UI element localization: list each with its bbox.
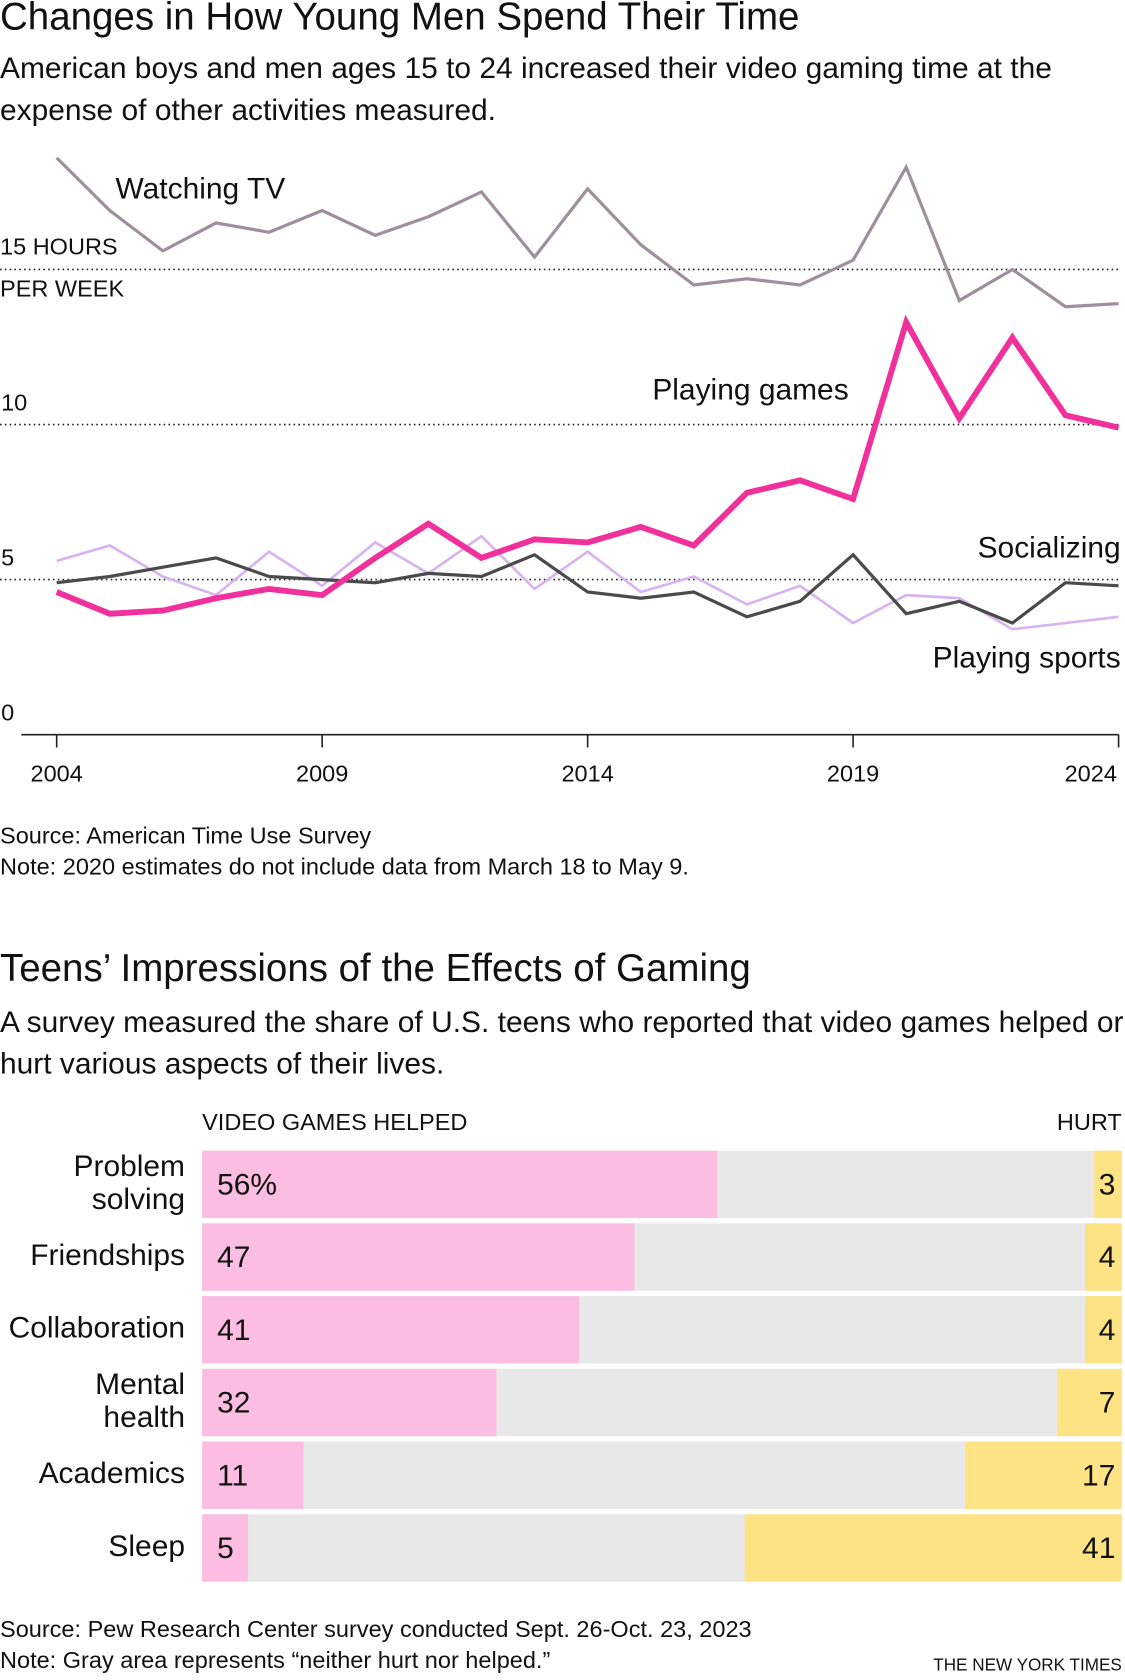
helped-bar bbox=[202, 1441, 304, 1509]
hurt-bar bbox=[965, 1441, 1122, 1509]
value-label: 56% bbox=[217, 1168, 277, 1201]
helped-bar bbox=[202, 1223, 635, 1291]
helped-bar bbox=[202, 1368, 497, 1437]
category-label: Academics bbox=[39, 1457, 185, 1490]
x-tick-label: 2014 bbox=[561, 761, 613, 787]
category-label: Friendships bbox=[30, 1239, 185, 1272]
value-label: 4 bbox=[1099, 1314, 1116, 1347]
note: Note: 2020 estimates do not include data… bbox=[0, 854, 689, 880]
hurt-bar bbox=[744, 1514, 1122, 1582]
helped-bar bbox=[202, 1296, 580, 1364]
series-label: Socializing bbox=[978, 532, 1121, 565]
series-line bbox=[55, 156, 1119, 309]
subtitle: American boys and men ages 15 to 24 incr… bbox=[0, 51, 1052, 127]
x-tick-label: 2024 bbox=[1065, 761, 1117, 787]
credit: THE NEW YORK TIMES bbox=[933, 1656, 1122, 1675]
hurt-bar bbox=[1057, 1368, 1122, 1437]
value-label: 32 bbox=[217, 1387, 250, 1420]
category-label: Collaboration bbox=[9, 1312, 185, 1345]
helped-bar bbox=[202, 1514, 249, 1582]
series-line bbox=[56, 534, 1119, 631]
series-line bbox=[56, 552, 1119, 625]
value-label: 47 bbox=[217, 1241, 250, 1274]
legend-label: VIDEO GAMES HELPED bbox=[202, 1109, 467, 1135]
value-label: 3 bbox=[1099, 1168, 1116, 1201]
chart-title: Changes in How Young Men Spend Their Tim… bbox=[0, 0, 799, 38]
source: Source: American Time Use Survey bbox=[0, 823, 371, 849]
source: Source: Pew Research Center survey condu… bbox=[0, 1616, 752, 1642]
helped-bar bbox=[202, 1150, 718, 1219]
chart-title: Teens’ Impressions of the Effects of Gam… bbox=[0, 947, 751, 990]
y-tick-label: 0 bbox=[1, 700, 14, 726]
value-label: 4 bbox=[1099, 1241, 1116, 1274]
x-tick-label: 2009 bbox=[296, 761, 348, 787]
category-label: Sleep bbox=[108, 1530, 185, 1563]
value-label: 7 bbox=[1099, 1387, 1116, 1420]
category-label: Mental health bbox=[95, 1368, 185, 1434]
x-tick-label: 2019 bbox=[827, 761, 879, 787]
subtitle: A survey measured the share of U.S. teen… bbox=[0, 1005, 1124, 1081]
series-label: Watching TV bbox=[115, 172, 285, 205]
subtitle-box: American boys and men ages 15 to 24 incr… bbox=[0, 51, 1052, 127]
value-label: 41 bbox=[1082, 1532, 1115, 1565]
note: Note: Gray area represents “neither hurt… bbox=[0, 1647, 550, 1673]
category-label: Problem solving bbox=[74, 1150, 185, 1216]
y-tick-label: 10 bbox=[1, 389, 27, 415]
series-label: Playing games bbox=[652, 373, 848, 406]
value-label: 11 bbox=[217, 1459, 248, 1492]
value-label: 17 bbox=[1082, 1459, 1115, 1492]
hurt-bar bbox=[1085, 1223, 1122, 1291]
y-tick-label: 15 HOURS PER WEEK bbox=[0, 234, 124, 302]
value-label: 5 bbox=[217, 1532, 234, 1565]
series-line bbox=[55, 314, 1120, 617]
series-label: Playing sports bbox=[933, 642, 1121, 675]
value-label: 41 bbox=[217, 1314, 250, 1347]
y-tick-label: 5 bbox=[1, 545, 14, 571]
subtitle-box: A survey measured the share of U.S. teen… bbox=[0, 1005, 1124, 1081]
x-tick-label: 2004 bbox=[31, 761, 83, 787]
hurt-bar bbox=[1094, 1150, 1122, 1219]
legend-label: HURT bbox=[1057, 1109, 1122, 1135]
hurt-bar bbox=[1085, 1296, 1122, 1364]
